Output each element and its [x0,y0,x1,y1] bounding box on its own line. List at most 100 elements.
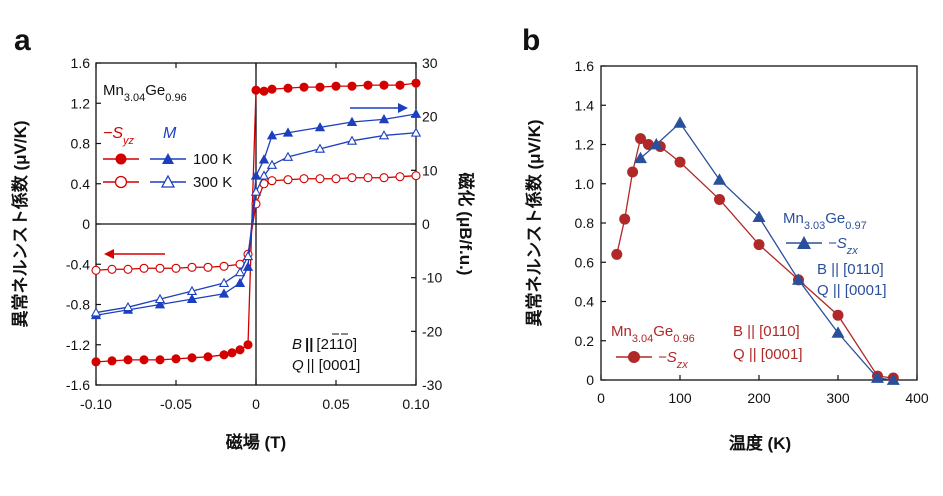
a-point [363,80,373,90]
a-point [203,262,213,272]
a-point [267,84,277,94]
a-point [154,299,166,309]
panel-b-blue-b: B || [0110] [817,261,884,278]
a-point [347,173,357,183]
a-point [123,355,133,365]
panel-a-ylabel-right: 磁化 (μB/f.u.) [456,173,476,276]
legend-m: M [163,125,177,142]
a-point [171,354,181,364]
panel-a-ticks: -0.10 -0.05 0 0.05 0.10 -1.6 -1.2 -0.8 -0.4 0 0.4 0… [66,55,443,412]
a-ytick-right-label: 10 [422,162,438,178]
b-point [871,371,884,383]
legend-syz: −Syz [103,125,135,147]
a-point [250,170,262,180]
b-point [792,273,805,285]
b-xtick-label: 400 [905,390,929,406]
a-point [411,78,421,88]
a-point [331,174,341,184]
b-point [673,116,687,128]
a-point [154,293,166,304]
a-point [219,350,229,360]
b-series-line-1 [616,137,894,379]
a-point [259,86,269,96]
legend-300k-red-marker [114,175,128,189]
a-point [395,80,405,90]
a-point [218,277,230,287]
a-xtick-label: -0.05 [160,396,192,412]
a-point [91,265,101,275]
b-xtick-label: 0 [597,390,605,406]
a-point [107,264,117,274]
b-point [674,156,686,168]
b-point [753,239,765,251]
panel-b-red-b: B || [0110] [733,323,800,340]
a-point [219,261,229,271]
a-point [90,307,102,317]
a-point [331,81,341,91]
a-point [363,173,373,183]
a-point [266,130,278,140]
panel-b-label: b [522,24,540,57]
a-xtick-label: -0.10 [80,396,112,412]
panel-b-red-series: −Szx [658,349,688,371]
a-point [299,82,309,92]
panel-a-label: a [14,24,31,57]
a-point [283,83,293,93]
panel-a-cond-b: B || [2110] [292,336,357,353]
legend-100k-blue-marker [162,153,174,164]
panel-a-cond-q: Q || [0001] [292,357,360,374]
a-point [395,172,405,182]
a-point [258,154,270,164]
a-point [122,301,134,312]
b-point [831,326,845,338]
a-point [242,250,254,261]
b-point [619,213,631,225]
panel-a-sample-label: Mn3.04Ge0.96 [103,82,187,104]
a-point [187,262,197,272]
a-point [379,80,389,90]
b-point [886,373,900,385]
a-point [91,357,101,367]
a-ytick-label: 0.8 [71,136,91,152]
b-xtick-label: 300 [826,390,850,406]
b-xtick-label: 100 [668,390,692,406]
a-ytick-label: -1.2 [66,337,90,353]
a-point [107,356,117,366]
legend-300k-label: 300 K [193,174,232,191]
a-point [187,353,197,363]
b-point [627,166,639,178]
b-ytick-label: 1.0 [575,176,595,192]
a-point [258,170,270,180]
panel-b-blue-q: Q || [0001] [817,282,887,299]
a-point [282,151,294,161]
a-point [283,175,293,185]
b-ytick-label: 0.6 [575,254,595,270]
b-point [635,133,646,145]
a-ytick-label: -1.6 [66,377,90,393]
a-point [267,176,277,186]
b-ytick-label: 1.4 [575,97,595,113]
b-ytick-label: 1.2 [575,137,595,153]
a-ytick-right-label: -20 [422,323,442,339]
a-point [155,355,165,365]
b-point [713,173,726,185]
a-point [410,108,422,118]
panel-b-ylabel: 異常ネルンスト係数 (μV/K) [524,119,544,326]
a-point [314,143,326,153]
a-ytick-right-label: 20 [422,109,438,125]
b-ytick-label: 0.4 [575,294,595,310]
legend-100k-label: 100 K [193,151,232,168]
panel-b-blue-series: −Szx [828,235,858,257]
a-point [315,174,325,184]
a-point [411,171,421,181]
a-point [234,277,246,287]
a-ytick-right-label: 0 [422,216,430,232]
legend-100k-red-marker [115,153,127,165]
a-point [410,127,422,137]
a-ytick-label: 0.4 [71,176,91,192]
a-xtick-label: 0 [252,396,260,412]
panel-b-xlabel: 温度 (K) [729,433,791,453]
a-point [123,264,133,274]
a-point [250,186,262,196]
